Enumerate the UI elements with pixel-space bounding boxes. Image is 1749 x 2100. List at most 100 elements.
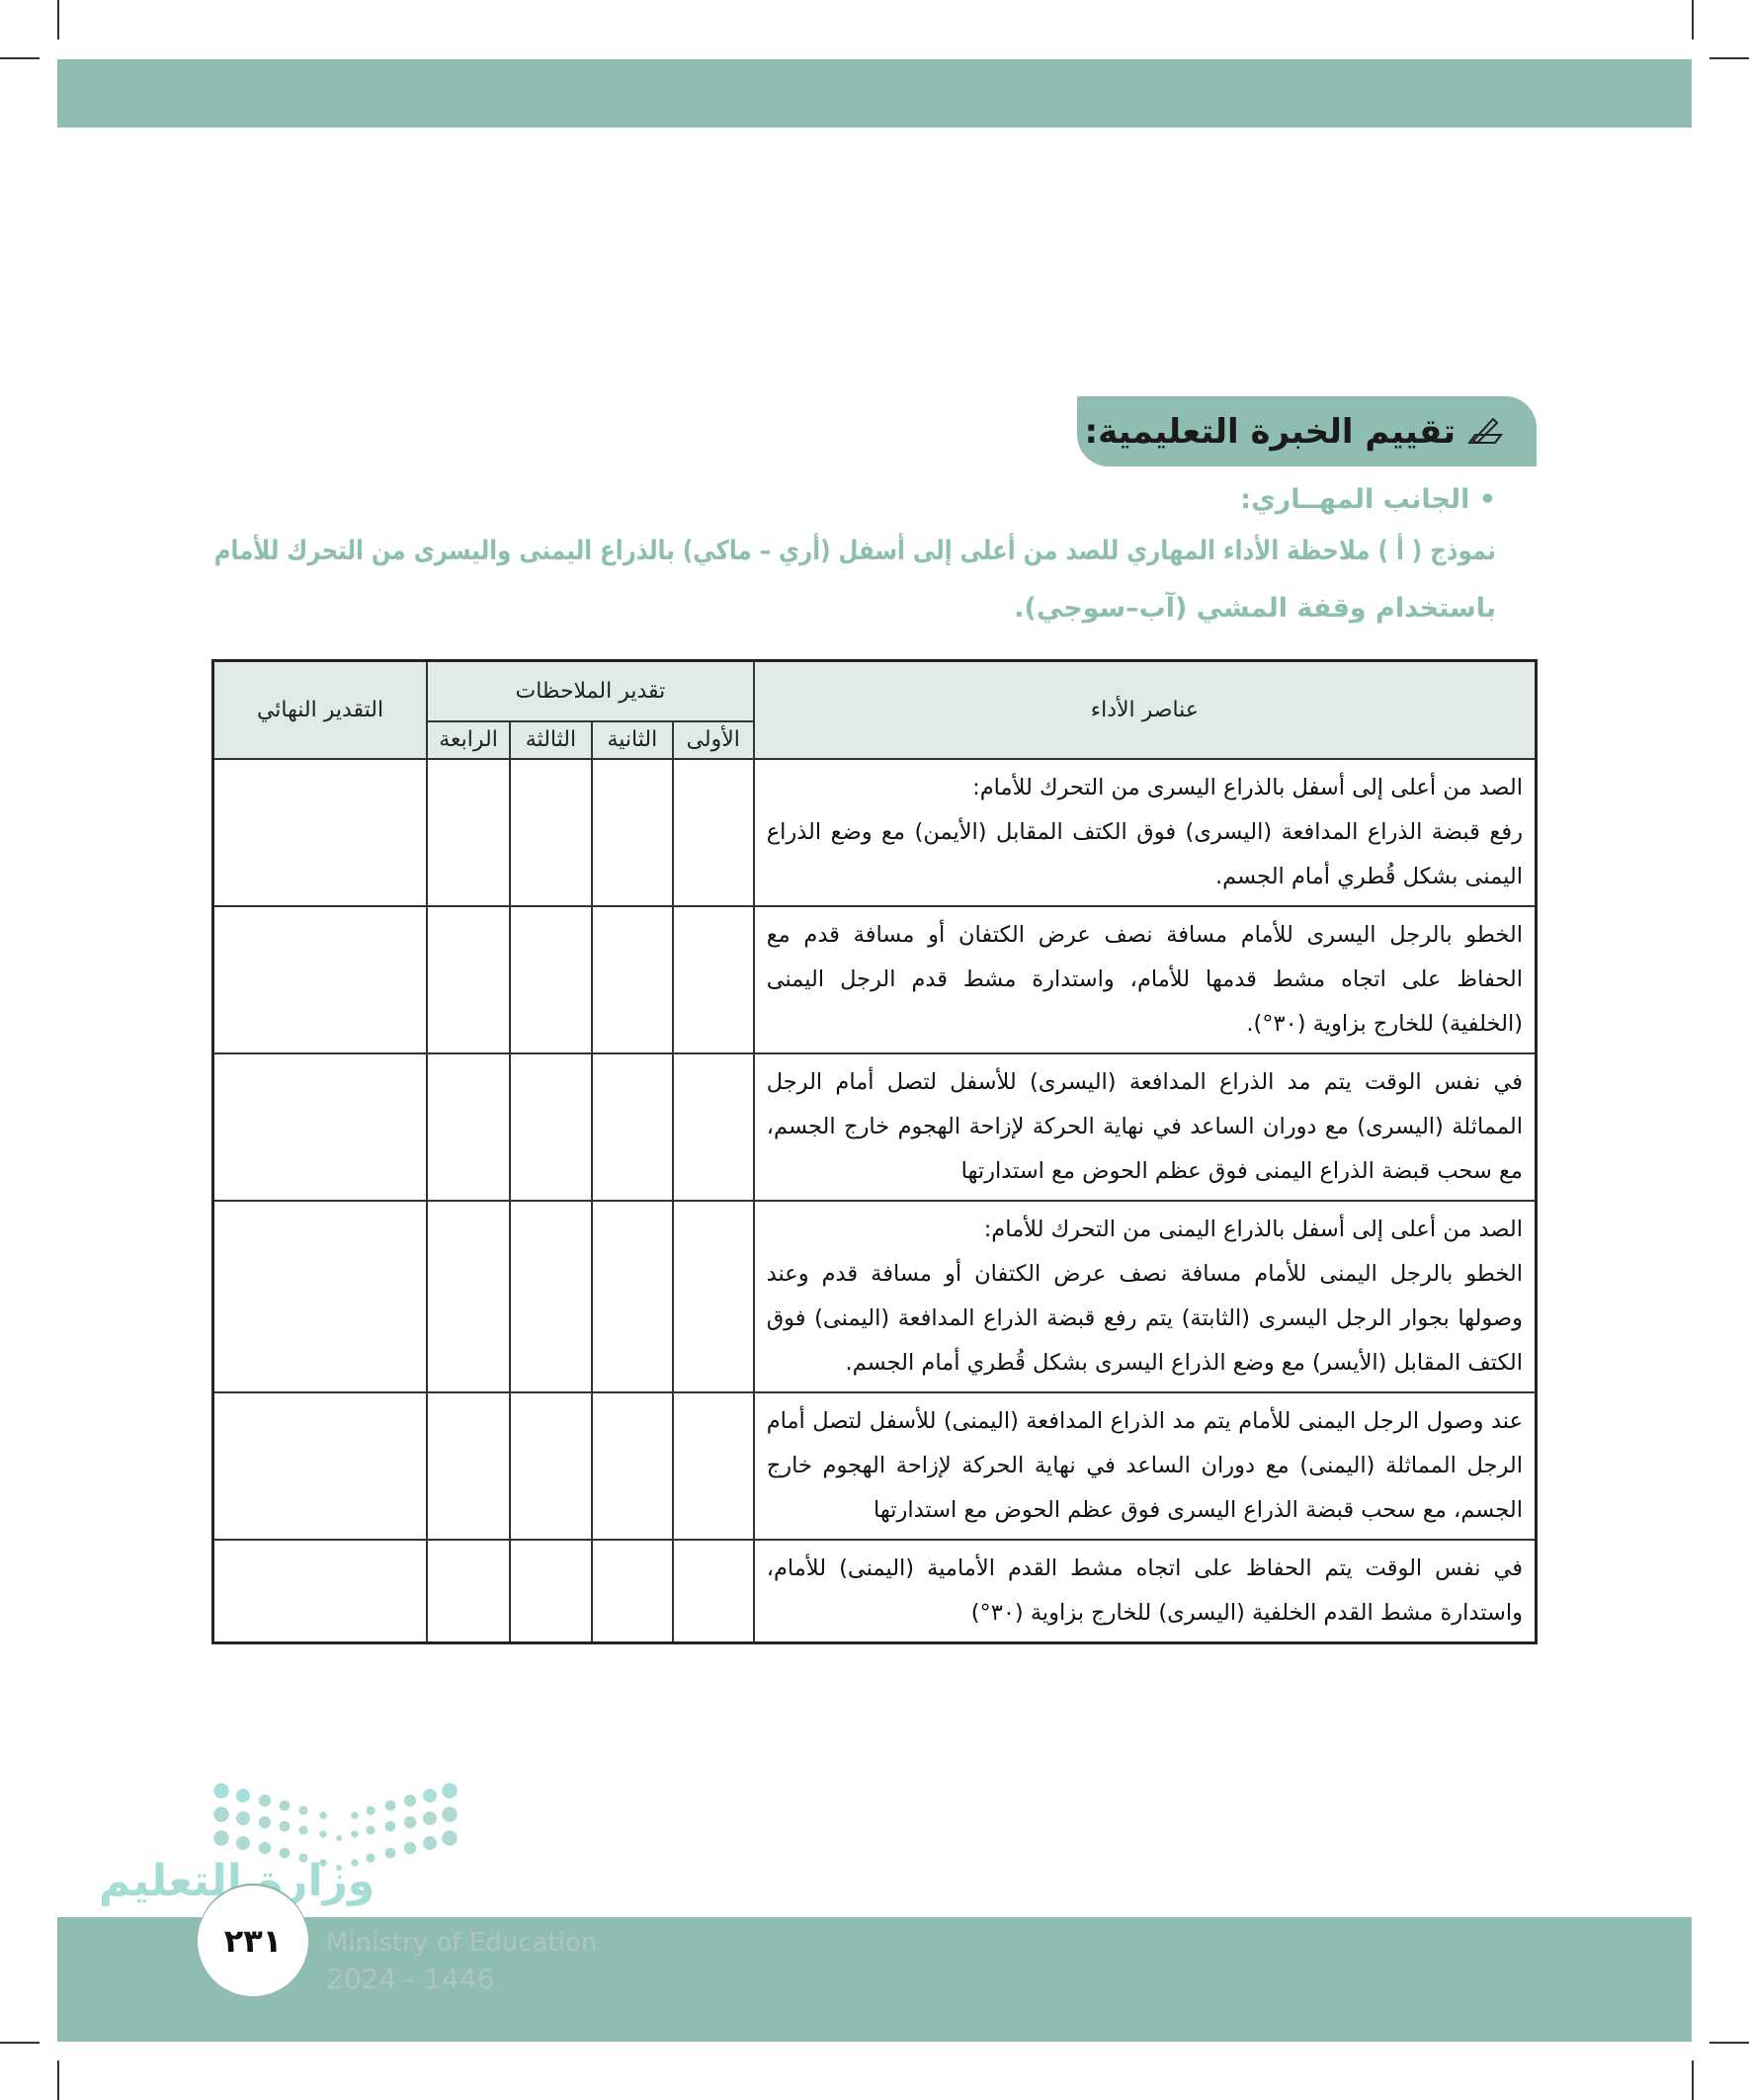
grade-cell-third[interactable]: [508, 757, 593, 907]
logo-english-text: Ministry of Education: [326, 1928, 598, 1958]
logo-dot: [213, 1830, 229, 1846]
logo-dot: [403, 1794, 417, 1807]
header-first: الأولى: [671, 719, 755, 760]
logo-dot: [403, 1815, 417, 1829]
header-fourth: الرابعة: [426, 719, 511, 760]
logo-dot: [298, 1806, 308, 1815]
page-number-badge: ٢٣١: [198, 1886, 308, 1996]
model-title-line2: باستخدام وقفة المشي (آب–سوجي).: [1014, 593, 1496, 624]
grade-cell-second[interactable]: [590, 1538, 674, 1643]
logo-dot: [423, 1789, 437, 1803]
element-text: في نفس الوقت يتم مد الذراع المدافعة (الي…: [766, 1068, 1523, 1184]
table-row: الصد من أعلى إلى أسفل بالذراع اليسرى من …: [211, 757, 1538, 907]
element-heading: الصد من أعلى إلى أسفل بالذراع اليمنى من …: [983, 1216, 1523, 1242]
element-text: في نفس الوقت يتم الحفاظ على اتجاه مشط ال…: [766, 1554, 1523, 1626]
crop-mark: [0, 57, 40, 59]
logo-dot: [258, 1841, 272, 1855]
grade-cell-fourth[interactable]: [426, 757, 511, 907]
element-text: الخطو بالرجل اليمنى للأمام مسافة نصف عرض…: [766, 1260, 1523, 1376]
grade-cell-second[interactable]: [590, 1199, 674, 1393]
grade-cell-fourth[interactable]: [426, 904, 511, 1054]
logo-dot: [384, 1820, 396, 1832]
header-third: الثالثة: [508, 719, 593, 760]
logo-dot: [236, 1811, 250, 1825]
grade-cell-second[interactable]: [590, 757, 674, 907]
table-row: في نفس الوقت يتم الحفاظ على اتجاه مشط ال…: [211, 1538, 1538, 1643]
logo-dot: [319, 1859, 327, 1867]
grade-cell-first[interactable]: [671, 1390, 755, 1541]
logo-dot: [319, 1811, 327, 1819]
logo-dot: [442, 1783, 458, 1799]
crop-mark: [57, 0, 59, 40]
grade-cell-fourth[interactable]: [426, 1538, 511, 1643]
logo-dot: [423, 1811, 437, 1825]
logo-dot: [258, 1794, 272, 1807]
table-row: في نفس الوقت يتم مد الذراع المدافعة (الي…: [211, 1051, 1538, 1202]
section-title-text: تقييم الخبرة التعليمية:: [1084, 411, 1457, 452]
grade-cell-first[interactable]: [671, 1538, 755, 1643]
crop-mark: [1692, 0, 1694, 40]
grade-cell-first[interactable]: [671, 1199, 755, 1393]
bottom-band: [57, 1917, 1692, 2042]
grade-cell-final[interactable]: [211, 1390, 429, 1541]
assessment-table: عناصر الأداء تقدير الملاحظات التقدير الن…: [211, 659, 1538, 1644]
grade-cell-fourth[interactable]: [426, 1390, 511, 1541]
logo-dot: [236, 1789, 250, 1803]
logo-dot: [279, 1820, 291, 1832]
grade-cell-first[interactable]: [671, 904, 755, 1054]
grade-cell-first[interactable]: [671, 757, 755, 907]
table-row: عند وصول الرجل اليمنى للأمام يتم مد الذر…: [211, 1390, 1538, 1541]
element-heading: الصد من أعلى إلى أسفل بالذراع اليسرى من …: [972, 774, 1523, 800]
header-final: التقدير النهائي: [211, 659, 429, 760]
grade-cell-third[interactable]: [508, 1051, 593, 1202]
crop-mark: [57, 2060, 59, 2100]
logo-dot: [384, 1847, 396, 1859]
grade-cell-third[interactable]: [508, 904, 593, 1054]
aspect-label: • الجانب المهــاري:: [1240, 484, 1496, 515]
logo-dot: [351, 1859, 359, 1867]
section-title: تقييم الخبرة التعليمية:: [1077, 396, 1537, 466]
performance-element: في نفس الوقت يتم مد الذراع المدافعة (الي…: [752, 1051, 1538, 1202]
grade-cell-final[interactable]: [211, 1051, 429, 1202]
grade-cell-second[interactable]: [590, 1051, 674, 1202]
grade-cell-final[interactable]: [211, 1199, 429, 1393]
logo-dot: [236, 1836, 250, 1850]
logo-dot: [442, 1830, 458, 1846]
logo-dot: [403, 1841, 417, 1855]
logo-dot: [213, 1783, 229, 1799]
grade-cell-first[interactable]: [671, 1051, 755, 1202]
grade-cell-final[interactable]: [211, 1538, 429, 1643]
element-text: الخطو بالرجل اليسرى للأمام مسافة نصف عرض…: [766, 921, 1523, 1037]
grade-cell-third[interactable]: [508, 1538, 593, 1643]
logo-dot: [279, 1847, 291, 1859]
grade-cell-final[interactable]: [211, 757, 429, 907]
grade-cell-fourth[interactable]: [426, 1051, 511, 1202]
grade-cell-second[interactable]: [590, 904, 674, 1054]
performance-element: عند وصول الرجل اليمنى للأمام يتم مد الذر…: [752, 1390, 1538, 1541]
model-title-line1: نموذج ( أ ) ملاحظة الأداء المهاري للصد م…: [213, 536, 1496, 566]
logo-dot: [336, 1865, 342, 1871]
grade-cell-fourth[interactable]: [426, 1199, 511, 1393]
pen-writing-icon: [1467, 417, 1503, 444]
logo-dot: [279, 1800, 291, 1811]
logo-year-text: 2024 - 1446: [326, 1963, 495, 1995]
logo-dot: [442, 1806, 458, 1822]
header-elements: عناصر الأداء: [752, 659, 1538, 760]
grade-cell-final[interactable]: [211, 904, 429, 1054]
logo-dot: [351, 1811, 359, 1819]
table-row: الصد من أعلى إلى أسفل بالذراع اليمنى من …: [211, 1199, 1538, 1393]
logo-dot: [366, 1825, 375, 1835]
performance-element: في نفس الوقت يتم الحفاظ على اتجاه مشط ال…: [752, 1538, 1538, 1643]
logo-dot: [366, 1806, 375, 1815]
logo-dot: [298, 1825, 308, 1835]
table-row: الخطو بالرجل اليسرى للأمام مسافة نصف عرض…: [211, 904, 1538, 1054]
grade-cell-second[interactable]: [590, 1390, 674, 1541]
crop-mark: [0, 2042, 40, 2044]
logo-dot: [213, 1806, 229, 1822]
performance-element: الصد من أعلى إلى أسفل بالذراع اليمنى من …: [752, 1199, 1538, 1393]
performance-element: الخطو بالرجل اليسرى للأمام مسافة نصف عرض…: [752, 904, 1538, 1054]
grade-cell-third[interactable]: [508, 1390, 593, 1541]
grade-cell-third[interactable]: [508, 1199, 593, 1393]
logo-dot: [298, 1853, 308, 1863]
header-second: الثانية: [590, 719, 674, 760]
